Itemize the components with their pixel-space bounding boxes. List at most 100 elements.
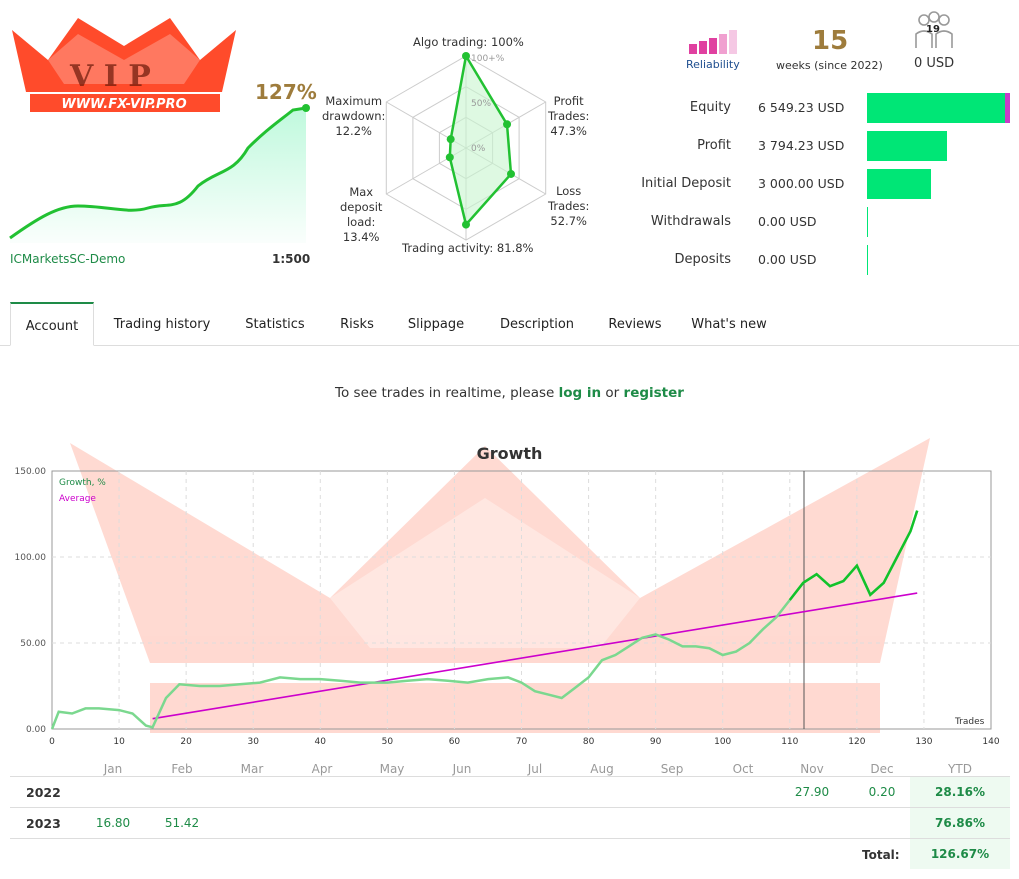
y-tick-label: 150.00: [15, 467, 47, 477]
total-gain: 127%: [255, 80, 317, 104]
month-value: 16.80: [95, 816, 131, 830]
radar-label-profit: Profit Trades: 47.3%: [548, 94, 590, 138]
radar-point-load: [445, 153, 454, 162]
radar-label-drawdown: Maximum drawdown: 12.2%: [322, 94, 386, 138]
growth-chart-title: Growth: [476, 444, 543, 463]
legend-growth: Growth, %: [59, 478, 106, 488]
table-total-row: Total: 126.67%: [10, 838, 1010, 869]
register-link[interactable]: register: [623, 385, 684, 401]
month-value: 0.20: [868, 785, 896, 799]
y-tick-label: 100.00: [15, 553, 47, 563]
month-header-sep: Sep: [660, 762, 684, 776]
svg-text:V I P: V I P: [69, 59, 151, 94]
x-tick-label: 140: [982, 737, 999, 747]
tab-description[interactable]: Description: [499, 317, 575, 332]
finance-row-withdrawals: Withdrawals 0.00 USD: [620, 207, 1019, 237]
equity-bar: [867, 93, 1010, 123]
tab-account[interactable]: Account: [10, 302, 94, 346]
radar-label-activity: Trading activity: 81.8%: [402, 241, 534, 255]
x-tick-label: 70: [516, 737, 528, 747]
x-tick-label: 20: [180, 737, 192, 747]
subscribers-usd: 0 USD: [914, 56, 955, 71]
withdrawals-bar: [867, 207, 868, 237]
finance-row-deposits: Deposits 0.00 USD: [620, 245, 1019, 275]
x-tick-label: 60: [449, 737, 461, 747]
month-header-jan: Jan: [103, 762, 123, 776]
profit-bar: [867, 131, 947, 161]
initial-deposit-bar: [867, 169, 931, 199]
x-axis-label: Trades: [954, 717, 985, 727]
x-tick-label: 30: [247, 737, 259, 747]
radar-scale-0: 0%: [471, 144, 486, 154]
growth-chart: 0.00 50.00 100.00 150.00 0 10 20 30 40 50 60 70 80 9…: [15, 467, 1000, 747]
month-header-nov: Nov: [800, 762, 824, 776]
login-link[interactable]: log in: [558, 385, 602, 401]
risk-radar: 100+% 50% 0% Algo trading: 100% Profit Tr…: [318, 30, 618, 260]
x-tick-label: 80: [583, 737, 595, 747]
month-header-may: May: [379, 762, 405, 776]
finance-row-equity: Equity 6 549.23 USD: [620, 93, 1019, 123]
y-tick-label: 50.00: [20, 639, 46, 649]
weeks-label: weeks (since 2022): [776, 59, 883, 72]
y-tick-label: 0.00: [26, 725, 46, 735]
radar-chart: 100+% 50% 0%: [385, 52, 547, 241]
broker-server-link[interactable]: ICMarketsSC-Demo: [10, 252, 126, 266]
subscribers-count: 19: [926, 24, 940, 35]
reliability-label: Reliability: [686, 58, 740, 71]
x-tick-label: 10: [113, 737, 125, 747]
x-tick-label: 130: [915, 737, 932, 747]
deposits-bar: [867, 245, 868, 275]
realtime-notice: To see trades in realtime, please log in…: [335, 385, 684, 401]
radar-scale-50: 50%: [471, 99, 491, 109]
weeks-count: 15: [812, 26, 849, 56]
logo-text: WWW.FX-VIP.PRO: [61, 97, 186, 112]
month-header-mar: Mar: [240, 762, 264, 776]
subscribers-icon: [915, 11, 953, 48]
tab-trading-history[interactable]: Trading history: [113, 317, 211, 332]
radar-label-loss: Loss Trades: 52.7%: [548, 184, 590, 228]
tab-statistics[interactable]: Statistics: [245, 317, 305, 332]
tab-slippage[interactable]: Slippage: [407, 317, 465, 332]
month-value: 27.90: [794, 785, 830, 799]
month-header-jun: Jun: [452, 762, 472, 776]
month-value: 51.42: [164, 816, 200, 830]
month-header-apr: Apr: [311, 762, 333, 776]
tab-bar: Account Trading history Statistics Risks…: [0, 302, 1019, 346]
radar-point-activity: [462, 220, 470, 229]
legend-average: Average: [59, 494, 96, 504]
x-tick-label: 100: [714, 737, 731, 747]
month-header-feb: Feb: [171, 762, 193, 776]
watermark-logo: [70, 438, 930, 733]
fx-vip-logo: V I P WWW.FX-VIP.PRO: [12, 18, 236, 112]
x-tick-label: 50: [382, 737, 394, 747]
radar-point-profit: [503, 120, 512, 129]
finance-row-initial-deposit: Initial Deposit 3 000.00 USD: [620, 169, 1019, 199]
month-header-dec: Dec: [870, 762, 894, 776]
month-header-jul: Jul: [527, 762, 543, 776]
x-tick-label: 0: [49, 737, 55, 747]
radar-scale-100: 100+%: [471, 54, 505, 64]
leverage: 1:500: [272, 252, 311, 266]
month-header-oct: Oct: [732, 762, 754, 776]
radar-point-algo: [462, 52, 470, 60]
mini-growth-chart: [9, 104, 310, 243]
radar-label-load: Max deposit load: 13.4%: [340, 185, 383, 244]
radar-point-loss: [507, 169, 516, 178]
tab-risks[interactable]: Risks: [340, 317, 374, 332]
x-tick-label: 120: [848, 737, 865, 747]
table-row-2023: 2023 76.86% 16.80 51.42: [10, 807, 1010, 838]
radar-point-drawdown: [446, 135, 455, 144]
growth-line-history: [50, 510, 919, 730]
tab-reviews[interactable]: Reviews: [608, 317, 662, 332]
table-row-2022: 2022 28.16% 27.90 0.20: [10, 776, 1010, 807]
radar-label-algo: Algo trading: 100%: [413, 35, 524, 49]
x-tick-label: 110: [781, 737, 798, 747]
x-tick-label: 40: [315, 737, 327, 747]
finance-row-profit: Profit 3 794.23 USD: [620, 131, 1019, 161]
tab-whats-new[interactable]: What's new: [691, 317, 767, 332]
growth-line-recent: [788, 510, 919, 601]
x-tick-label: 90: [650, 737, 662, 747]
average-line: [152, 592, 918, 720]
month-header-aug: Aug: [590, 762, 614, 776]
reliability-icon: [689, 30, 737, 54]
